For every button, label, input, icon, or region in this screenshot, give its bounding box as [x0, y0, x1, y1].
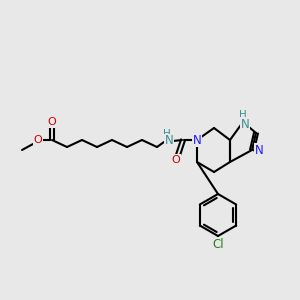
Text: H: H	[163, 129, 171, 139]
Text: O: O	[34, 135, 42, 145]
Text: O: O	[172, 155, 180, 165]
Text: N: N	[165, 134, 173, 148]
Text: N: N	[193, 134, 201, 146]
Text: O: O	[48, 117, 56, 127]
Text: N: N	[241, 118, 249, 130]
Text: Cl: Cl	[212, 238, 224, 250]
Text: H: H	[239, 110, 247, 120]
Text: N: N	[255, 143, 263, 157]
